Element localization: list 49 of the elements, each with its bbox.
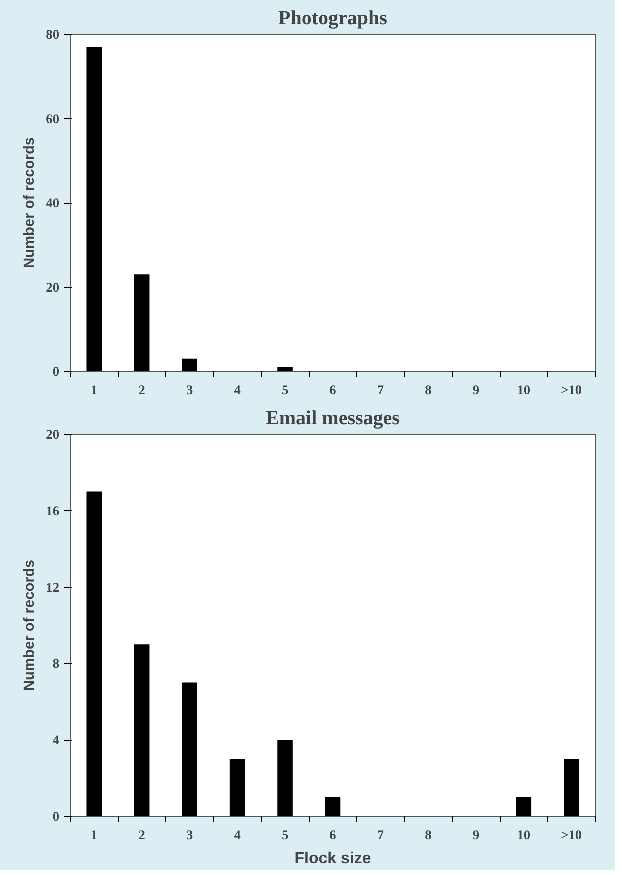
x-tick-label: 9 [472,828,480,842]
bar [86,47,102,372]
chart-title: Email messages [266,408,400,430]
x-tick-label: 5 [282,828,289,842]
x-tick-label: 1 [91,828,98,842]
y-tick-label: 0 [52,364,60,379]
y-tick-label: 20 [46,280,60,295]
y-tick-label: 4 [52,732,60,748]
x-tick-label: 4 [234,382,242,398]
bar [134,274,150,372]
chart-title: Photographs [278,8,388,30]
x-tick-label: 10 [517,382,531,398]
x-tick-label: 4 [234,828,242,842]
x-tick-label: 1 [91,382,98,398]
x-axis-title: Flock size [294,850,372,868]
y-axis-title: Number of records [22,560,38,692]
x-tick-label: 10 [517,828,531,842]
x-tick-label: 7 [377,828,384,842]
x-tick-label: 3 [186,382,194,398]
y-tick-label: 60 [46,111,60,126]
bar [278,740,293,816]
bar [516,797,532,816]
y-tick-label: 12 [46,580,60,595]
bar [564,759,580,816]
y-tick-label: 80 [46,27,60,42]
x-tick-label: 8 [425,828,432,842]
x-tick-label: 2 [138,828,146,842]
y-tick-label: 16 [46,503,60,518]
y-tick-label: 0 [52,809,60,824]
bar [182,358,198,372]
bar [230,759,246,816]
x-tick-label: 6 [330,828,337,842]
bar [182,682,198,816]
y-tick-label: 8 [52,656,60,672]
y-tick-label: 20 [46,427,60,442]
x-tick-label: 9 [472,382,480,398]
bar [86,492,102,816]
x-tick-label: >10 [561,828,582,842]
x-tick-label: 2 [138,382,146,398]
x-tick-label: 6 [330,382,337,398]
bar [134,644,150,816]
x-tick-label: 3 [186,828,194,842]
x-tick-label: >10 [561,382,582,398]
x-tick-label: 7 [377,382,384,398]
x-tick-label: 8 [425,382,432,398]
y-tick-label: 40 [46,196,60,210]
y-axis-title: Number of records [22,137,38,269]
x-tick-label: 5 [282,382,289,398]
bar [325,797,341,816]
